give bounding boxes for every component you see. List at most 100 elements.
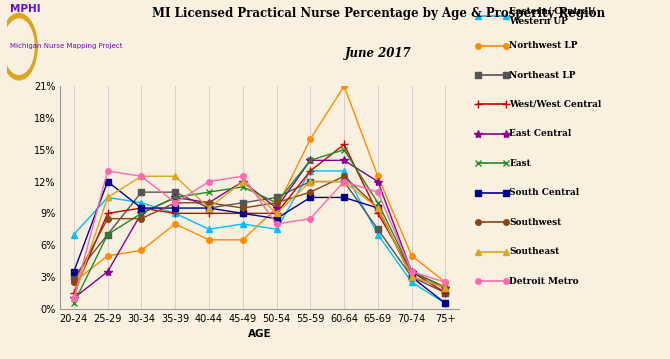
Line: South Central: South Central (71, 179, 448, 306)
Text: MPHI: MPHI (10, 4, 41, 14)
Text: South Central: South Central (509, 188, 580, 197)
West/West Central (340, 142, 348, 146)
Southwest (340, 174, 348, 178)
Southeast (205, 206, 213, 210)
Eastern/ Central/
Western UP (137, 201, 145, 205)
Eastern/ Central/
Western UP (407, 280, 415, 284)
Southwest (374, 206, 382, 210)
Northwest LP (340, 84, 348, 88)
Northwest LP (137, 248, 145, 253)
South Central (205, 206, 213, 210)
Southwest (104, 216, 112, 221)
Northeast LP (205, 206, 213, 210)
East (374, 201, 382, 205)
South Central (306, 195, 314, 200)
West/West Central (374, 211, 382, 215)
Line: Northwest LP: Northwest LP (71, 83, 448, 285)
Southeast (273, 211, 281, 215)
Eastern/ Central/
Western UP (70, 232, 78, 237)
Text: Southeast: Southeast (509, 247, 559, 256)
Northeast LP (306, 180, 314, 184)
East (407, 270, 415, 274)
Southwest (442, 285, 450, 290)
West/West Central (171, 211, 179, 215)
East Central (171, 195, 179, 200)
Northwest LP (104, 253, 112, 258)
Southwest (273, 201, 281, 205)
Northwest LP (442, 280, 450, 284)
East (171, 195, 179, 200)
Detroit Metro (340, 180, 348, 184)
Line: Southeast: Southeast (71, 173, 448, 301)
Southeast (171, 174, 179, 178)
Southeast (442, 285, 450, 290)
West/West Central (137, 206, 145, 210)
East (137, 211, 145, 215)
Detroit Metro (104, 169, 112, 173)
East Central (340, 158, 348, 163)
Text: East Central: East Central (509, 129, 572, 139)
Northeast LP (273, 195, 281, 200)
Southeast (70, 296, 78, 300)
East Central (442, 285, 450, 290)
Eastern/ Central/
Western UP (340, 169, 348, 173)
East (70, 301, 78, 306)
Line: Southwest: Southwest (71, 173, 448, 290)
East Central (306, 158, 314, 163)
Southeast (239, 180, 247, 184)
Line: West/West Central: West/West Central (70, 140, 450, 297)
Detroit Metro (306, 216, 314, 221)
East Central (137, 211, 145, 215)
South Central (340, 195, 348, 200)
Detroit Metro (374, 190, 382, 194)
Northeast LP (104, 232, 112, 237)
Text: June 2017: June 2017 (345, 47, 412, 60)
Southeast (340, 180, 348, 184)
Northeast LP (171, 190, 179, 194)
Northwest LP (374, 174, 382, 178)
Detroit Metro (442, 280, 450, 284)
Southwest (205, 201, 213, 205)
Text: Eastern/ Central/
Western UP: Eastern/ Central/ Western UP (509, 6, 595, 26)
Eastern/ Central/
Western UP (273, 227, 281, 232)
East Central (273, 206, 281, 210)
Northwest LP (70, 280, 78, 284)
South Central (171, 206, 179, 210)
East (104, 232, 112, 237)
South Central (407, 275, 415, 279)
Line: East Central: East Central (70, 156, 450, 302)
Text: West/West Central: West/West Central (509, 100, 602, 109)
Southwest (306, 190, 314, 194)
Southwest (137, 216, 145, 221)
West/West Central (104, 211, 112, 215)
Southwest (171, 201, 179, 205)
Southeast (137, 174, 145, 178)
Northwest LP (306, 137, 314, 141)
Eastern/ Central/
Western UP (104, 195, 112, 200)
Text: Michigan Nurse Mapping Project: Michigan Nurse Mapping Project (10, 43, 123, 49)
Detroit Metro (407, 270, 415, 274)
East Central (374, 180, 382, 184)
Detroit Metro (239, 174, 247, 178)
Southwest (70, 280, 78, 284)
Northwest LP (273, 206, 281, 210)
Text: Northeast LP: Northeast LP (509, 70, 576, 80)
Text: East: East (509, 159, 531, 168)
South Central (273, 216, 281, 221)
Line: Northeast LP: Northeast LP (71, 179, 448, 295)
Eastern/ Central/
Western UP (374, 232, 382, 237)
West/West Central (306, 169, 314, 173)
South Central (239, 211, 247, 215)
Eastern/ Central/
Western UP (239, 222, 247, 226)
Line: East: East (70, 146, 449, 307)
Northeast LP (374, 227, 382, 232)
South Central (442, 301, 450, 306)
East Central (205, 201, 213, 205)
Northwest LP (239, 238, 247, 242)
Northwest LP (171, 222, 179, 226)
Eastern/ Central/
Western UP (205, 227, 213, 232)
West/West Central (442, 291, 450, 295)
Detroit Metro (273, 222, 281, 226)
East Central (70, 296, 78, 300)
West/West Central (70, 291, 78, 295)
